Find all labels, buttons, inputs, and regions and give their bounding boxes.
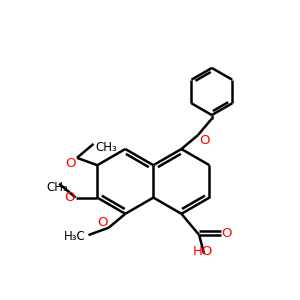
Text: O: O bbox=[97, 216, 108, 229]
Text: HO: HO bbox=[193, 245, 213, 258]
Text: O: O bbox=[65, 157, 76, 170]
Text: O: O bbox=[64, 191, 75, 204]
Text: O: O bbox=[199, 134, 209, 147]
Text: O: O bbox=[222, 227, 232, 240]
Text: H₃C: H₃C bbox=[64, 230, 86, 242]
Text: CH₃: CH₃ bbox=[95, 141, 117, 154]
Text: CH₃: CH₃ bbox=[46, 181, 68, 194]
